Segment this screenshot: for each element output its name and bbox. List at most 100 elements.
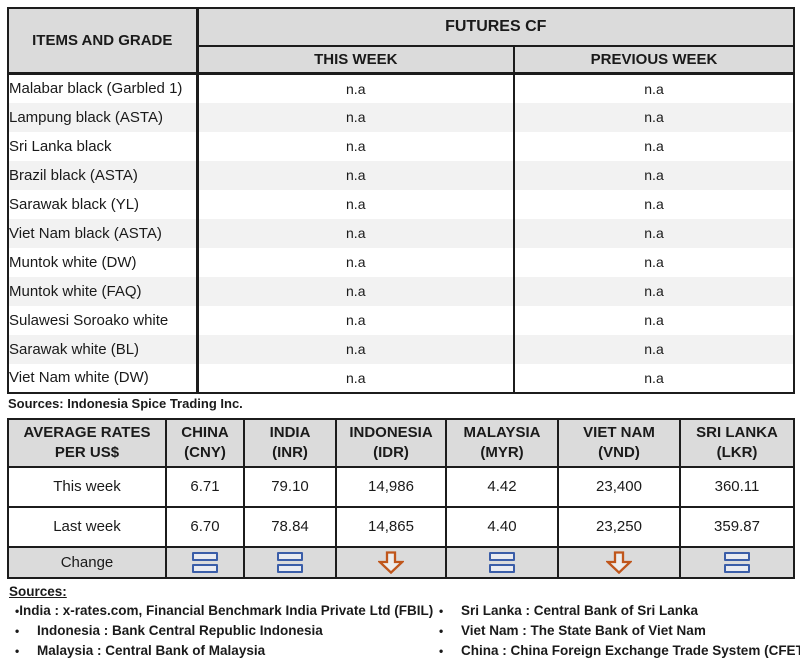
rates-header-row: AVERAGE RATES PER US$ CHINA (CNY) INDIA … xyxy=(7,417,795,468)
equal-icon xyxy=(192,551,218,573)
previous-week-column-header: PREVIOUS WEEK xyxy=(512,46,795,75)
rate-value: 78.84 xyxy=(243,505,337,548)
rate-value: 14,865 xyxy=(335,505,447,548)
previous-week-value: n.a xyxy=(512,218,795,248)
bullet-icon: • xyxy=(439,603,444,618)
this-week-value: n.a xyxy=(346,138,366,154)
item-cell: Muntok white (DW) xyxy=(8,247,199,277)
change-cell xyxy=(679,545,795,579)
column-header-vietnam: VIET NAM (VND) xyxy=(557,417,681,468)
this-week-value: n.a xyxy=(197,160,514,190)
this-week-value: n.a xyxy=(346,80,366,97)
futures-header-row-1: ITEMS AND GRADE FUTURES CF xyxy=(8,8,795,75)
previous-week-value: n.a xyxy=(512,102,795,132)
item-cell: Sarawak white (BL) xyxy=(8,334,199,364)
futures-cf-table: ITEMS AND GRADE FUTURES CF THIS WEEK PRE… xyxy=(7,7,796,394)
rate-value: 23,250 xyxy=(557,505,681,548)
table-row: Brazil black (ASTA) n.a n.a xyxy=(8,160,795,190)
bullet-icon: • xyxy=(15,643,20,658)
this-week-value: n.a xyxy=(346,254,366,270)
futures-cf-header: FUTURES CF xyxy=(197,8,795,47)
sources-heading: Sources: xyxy=(9,583,67,599)
equal-icon xyxy=(724,551,750,573)
table-row: Muntok white (FAQ) n.a n.a xyxy=(8,276,795,306)
this-week-value: n.a xyxy=(197,102,514,132)
previous-week-value: n.a xyxy=(512,131,795,161)
rate-value: 14,986 xyxy=(335,465,447,508)
column-header-malaysia: MALAYSIA (MYR) xyxy=(445,417,559,468)
items-and-grade-header: ITEMS AND GRADE xyxy=(8,8,199,75)
row-label: This week xyxy=(7,465,167,508)
item-cell: Sarawak black (YL) xyxy=(8,189,199,219)
change-cell xyxy=(445,545,559,579)
previous-week-value: n.a xyxy=(512,73,795,103)
previous-week-value: n.a xyxy=(512,189,795,219)
change-cell xyxy=(557,545,681,579)
column-header-india: INDIA (INR) xyxy=(243,417,337,468)
change-cell xyxy=(243,545,337,579)
row-label: Change xyxy=(7,545,167,579)
list-item: • China : China Foreign Exchange Trade S… xyxy=(433,641,800,661)
table-row: Lampung black (ASTA) n.a n.a xyxy=(8,102,795,132)
change-cell xyxy=(165,545,245,579)
previous-week-value: n.a xyxy=(512,305,795,335)
sources-section: Sources: • India : x-rates.com, Financia… xyxy=(7,583,800,661)
table-row: Malabar black (Garbled 1) n.a n.a xyxy=(8,73,795,103)
futures-header-row-2: THIS WEEK PREVIOUS WEEK xyxy=(8,46,795,75)
average-rates-header: AVERAGE RATES PER US$ xyxy=(7,417,167,468)
row-label: Last week xyxy=(7,505,167,548)
down-arrow-icon xyxy=(604,550,634,574)
table-row: Viet Nam white (DW) n.a n.a xyxy=(8,363,795,393)
item-cell: Lampung black (ASTA) xyxy=(8,102,199,132)
list-item: • Viet Nam : The State Bank of Viet Nam xyxy=(433,621,800,641)
rate-value: 4.42 xyxy=(445,465,559,508)
this-week-column-header: THIS WEEK xyxy=(197,46,514,75)
rate-value: 4.40 xyxy=(445,505,559,548)
average-rates-line1: AVERAGE RATES xyxy=(23,424,151,441)
rate-value: 6.71 xyxy=(165,465,245,508)
item-cell: Sri Lanka black xyxy=(8,131,199,161)
rate-value: 6.70 xyxy=(165,505,245,548)
column-header-indonesia: INDONESIA (IDR) xyxy=(335,417,447,468)
sources-left-column: • India : x-rates.com, Financial Benchma… xyxy=(9,601,433,661)
previous-week-value: n.a xyxy=(512,276,795,306)
this-week-row: This week 6.71 79.10 14,986 4.42 23,400 … xyxy=(7,465,795,508)
equal-icon xyxy=(489,551,515,573)
list-item: • Indonesia : Bank Central Republic Indo… xyxy=(9,621,433,641)
down-arrow-icon xyxy=(376,550,406,574)
table-row: Sri Lanka black n.a n.a xyxy=(8,131,795,161)
last-week-row: Last week 6.70 78.84 14,865 4.40 23,250 … xyxy=(7,505,795,548)
table-row: Viet Nam black (ASTA) n.a n.a xyxy=(8,218,795,248)
bullet-icon: • xyxy=(15,603,20,618)
rate-value: 359.87 xyxy=(679,505,795,548)
column-header-china: CHINA (CNY) xyxy=(165,417,245,468)
table-row: Muntok white (DW) n.a n.a xyxy=(8,247,795,277)
previous-week-value: n.a xyxy=(512,247,795,277)
average-rates-line2: PER US$ xyxy=(54,443,120,461)
average-rates-table: AVERAGE RATES PER US$ CHINA (CNY) INDIA … xyxy=(7,417,795,579)
equal-icon xyxy=(277,551,303,573)
rate-value: 79.10 xyxy=(243,465,337,508)
bullet-icon: • xyxy=(439,643,444,658)
item-cell: Brazil black (ASTA) xyxy=(8,160,199,190)
table-row: Sarawak black (YL) n.a n.a xyxy=(8,189,795,219)
bullet-icon: • xyxy=(15,623,20,638)
previous-week-value: n.a xyxy=(512,160,795,190)
this-week-value: n.a xyxy=(197,218,514,248)
list-item: • India : x-rates.com, Financial Benchma… xyxy=(9,601,433,621)
item-cell: Viet Nam black (ASTA) xyxy=(8,218,199,248)
previous-week-value: n.a xyxy=(512,363,795,393)
item-cell: Muntok white (FAQ) xyxy=(8,276,199,306)
rate-value: 360.11 xyxy=(679,465,795,508)
table-row: Sulawesi Soroako white n.a n.a xyxy=(8,305,795,335)
list-item: • Sri Lanka : Central Bank of Sri Lanka xyxy=(433,601,800,621)
this-week-value: n.a xyxy=(346,312,366,328)
table-row: Sarawak white (BL) n.a n.a xyxy=(8,334,795,364)
list-item: • Malaysia : Central Bank of Malaysia xyxy=(9,641,433,661)
change-row: Change xyxy=(7,545,795,579)
rate-value: 23,400 xyxy=(557,465,681,508)
item-cell: Malabar black (Garbled 1) xyxy=(8,73,199,103)
this-week-value: n.a xyxy=(197,276,514,306)
this-week-value: n.a xyxy=(346,196,366,212)
bullet-icon: • xyxy=(439,623,444,638)
